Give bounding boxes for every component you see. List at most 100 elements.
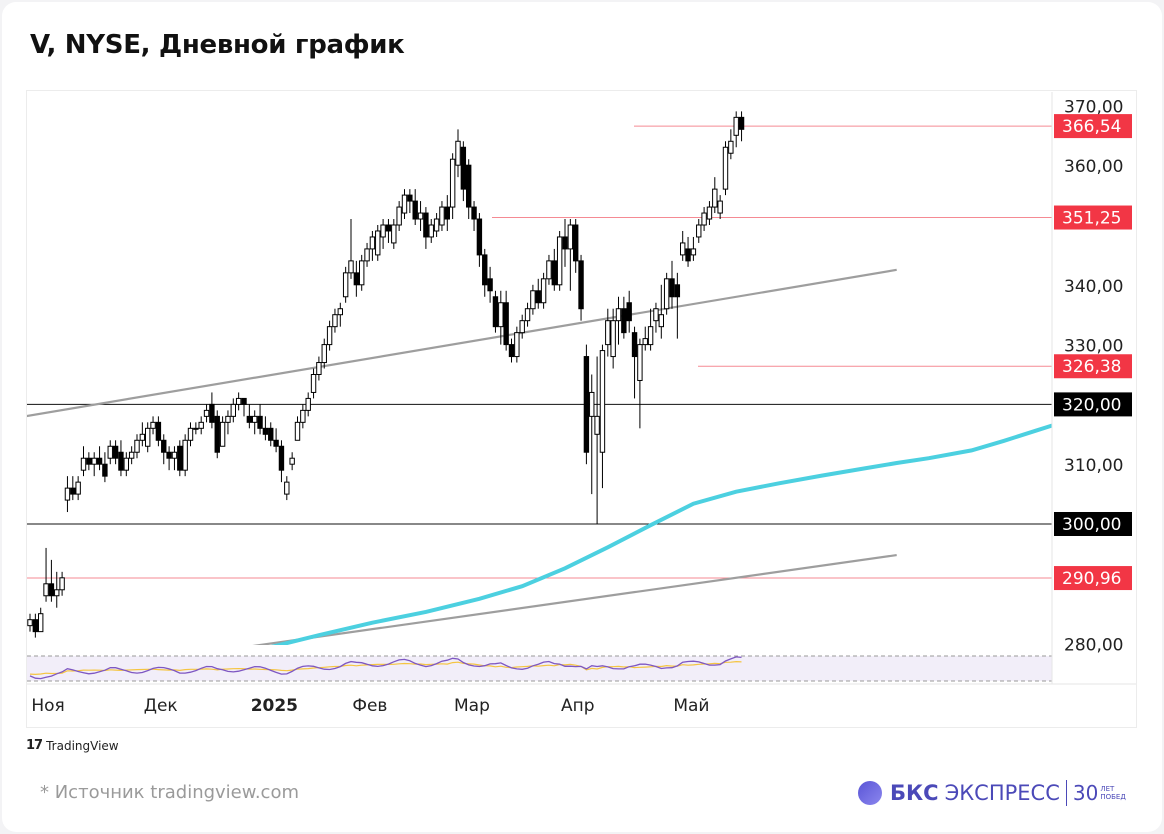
candle [342, 266, 349, 303]
candle [669, 260, 675, 309]
candle [626, 290, 632, 333]
x-tick-label: Дек [144, 696, 178, 716]
candle [112, 440, 119, 465]
candle-body [658, 314, 664, 328]
candle [300, 404, 306, 429]
candle [401, 189, 408, 220]
price-level-label: 351,25 [1062, 209, 1121, 229]
candle-body [225, 415, 231, 423]
candle [615, 296, 622, 345]
candle-body [466, 164, 472, 208]
candle [428, 219, 434, 243]
candle-body [59, 577, 65, 591]
candle [578, 254, 584, 321]
candle [594, 356, 600, 524]
candle [712, 177, 718, 214]
candle [32, 613, 39, 638]
candle [369, 230, 376, 261]
candle [284, 476, 290, 501]
candle-body [326, 326, 333, 346]
candle-body [573, 224, 579, 262]
candle [567, 219, 574, 291]
candle [733, 111, 739, 148]
candle-body [310, 374, 317, 393]
candle-body [134, 439, 140, 453]
candle [177, 440, 183, 477]
candle-body [91, 457, 97, 465]
candle [492, 290, 499, 333]
candle-body [252, 415, 258, 423]
candle [230, 398, 237, 423]
candle-body [663, 278, 670, 310]
candle [123, 452, 129, 477]
candle [246, 404, 253, 429]
candle-body [27, 619, 33, 627]
candle-body [75, 481, 81, 495]
candle [460, 141, 467, 202]
tradingview-mark-icon: 17 [26, 738, 43, 753]
candle [219, 416, 226, 447]
candle [524, 302, 531, 327]
candle-body [647, 326, 654, 346]
candle-body [728, 140, 734, 154]
candle-body [455, 140, 461, 166]
candle [214, 410, 220, 459]
candle [64, 476, 71, 513]
y-tick-label: 310,00 [1064, 456, 1123, 476]
candle-body [107, 445, 113, 459]
candle-body [685, 248, 691, 262]
candle-body [369, 236, 376, 250]
candle [102, 452, 108, 483]
candle [728, 129, 734, 160]
candle-body [626, 302, 632, 322]
candle-body [139, 433, 146, 441]
candle [514, 326, 520, 363]
candle [187, 422, 194, 447]
candle-body [524, 308, 531, 322]
candle [75, 476, 81, 501]
candle-body [38, 613, 44, 633]
candle [118, 440, 124, 477]
candle [385, 219, 392, 243]
candle [605, 308, 611, 357]
candle [198, 416, 204, 435]
candle [48, 559, 55, 602]
candle [423, 207, 429, 249]
candle-body [578, 260, 584, 310]
candle-body [492, 296, 499, 328]
y-tick-label: 330,00 [1064, 337, 1123, 357]
candle [166, 446, 172, 471]
price-level-badge [1054, 566, 1132, 591]
candle-body [284, 481, 290, 495]
candle [96, 446, 103, 471]
candle [701, 207, 707, 231]
candle-body [86, 457, 92, 465]
candle-body [423, 212, 429, 238]
candle [268, 422, 274, 447]
candle-body [551, 260, 557, 286]
candle [444, 195, 451, 231]
candle [610, 308, 616, 369]
brand-name-2: ЭКСПРЕСС [944, 781, 1060, 805]
candle [294, 416, 301, 441]
x-tick-label: Май [673, 696, 709, 716]
candle [690, 236, 697, 261]
candle [449, 153, 456, 220]
candle-body [391, 224, 397, 244]
candle-body [610, 320, 616, 358]
candle-body [642, 338, 648, 346]
candle-body [460, 146, 467, 190]
candle-body [417, 212, 424, 220]
y-tick-label: 280,00 [1064, 636, 1123, 656]
candle-body [701, 212, 707, 226]
candle [145, 422, 151, 453]
candle [257, 404, 263, 435]
moving-average-line [270, 423, 1052, 645]
candle-body [48, 583, 55, 597]
candle [503, 290, 509, 351]
candle [262, 416, 269, 441]
candle-body [262, 427, 269, 435]
candle-body [567, 224, 574, 250]
candle [637, 338, 643, 429]
